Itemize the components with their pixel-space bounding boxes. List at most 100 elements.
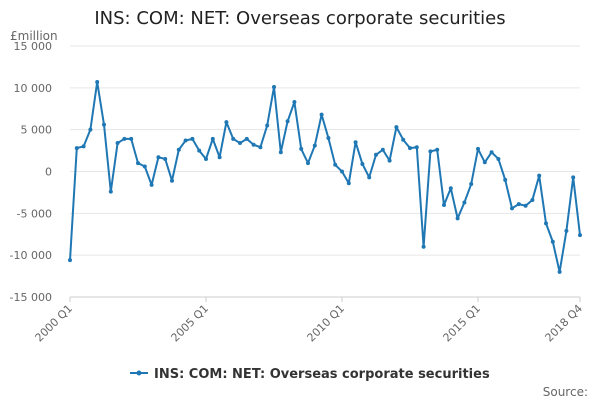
data-point[interactable] <box>462 200 467 205</box>
data-point[interactable] <box>530 197 535 202</box>
legend-marker <box>136 370 142 376</box>
data-point[interactable] <box>217 155 222 160</box>
data-point[interactable] <box>346 181 351 186</box>
data-point[interactable] <box>102 122 106 127</box>
data-point[interactable] <box>238 141 242 146</box>
data-point[interactable] <box>210 136 215 141</box>
data-point[interactable] <box>224 120 229 125</box>
source-label: Source: <box>543 385 588 399</box>
data-point[interactable] <box>394 125 399 130</box>
y-tick-label: -5 000 <box>17 207 52 220</box>
data-point[interactable] <box>312 143 317 148</box>
data-series <box>68 79 582 274</box>
data-point[interactable] <box>476 146 480 151</box>
data-point[interactable] <box>176 147 181 152</box>
data-point[interactable] <box>183 138 188 143</box>
data-point[interactable] <box>353 140 358 145</box>
data-point[interactable] <box>95 79 100 84</box>
y-tick-label: -10 000 <box>10 249 52 262</box>
data-point[interactable] <box>380 147 385 152</box>
data-point[interactable] <box>115 141 120 146</box>
data-point[interactable] <box>258 145 263 150</box>
data-point[interactable] <box>401 137 406 142</box>
data-point[interactable] <box>265 123 270 128</box>
data-point[interactable] <box>251 142 256 147</box>
y-tick-label: 10 000 <box>14 82 53 95</box>
legend[interactable]: INS: COM: NET: Overseas corporate securi… <box>130 367 490 382</box>
y-tick-label: 15 000 <box>14 40 53 53</box>
data-point[interactable] <box>197 148 202 153</box>
data-point[interactable] <box>414 145 419 150</box>
data-point[interactable] <box>142 164 147 169</box>
data-point[interactable] <box>489 150 494 155</box>
data-point[interactable] <box>360 161 365 166</box>
x-tick-label: 2005 Q1 <box>169 302 212 345</box>
data-point[interactable] <box>469 182 474 187</box>
data-point[interactable] <box>523 203 528 208</box>
data-point[interactable] <box>272 84 276 89</box>
data-point[interactable] <box>278 150 283 155</box>
data-point[interactable] <box>231 136 236 141</box>
data-point[interactable] <box>306 161 310 166</box>
x-tick-label: 2015 Q1 <box>441 302 484 345</box>
data-point[interactable] <box>571 175 576 180</box>
data-point[interactable] <box>408 146 412 151</box>
data-point[interactable] <box>578 233 582 238</box>
data-point[interactable] <box>550 239 555 244</box>
data-point[interactable] <box>448 186 453 191</box>
data-point[interactable] <box>496 156 501 161</box>
data-point[interactable] <box>170 178 174 183</box>
data-point[interactable] <box>564 228 569 233</box>
y-axis: 15 000 10 000 5 000 0 -5 000 -10 000 -15 000 <box>10 40 52 304</box>
y-tick-label: -15 000 <box>10 291 52 304</box>
data-point[interactable] <box>333 162 338 167</box>
data-point[interactable] <box>503 177 508 182</box>
y-axis-unit-label: £million <box>10 29 58 43</box>
data-point[interactable] <box>285 119 290 124</box>
data-point[interactable] <box>428 149 433 154</box>
data-point[interactable] <box>163 156 168 161</box>
data-point[interactable] <box>68 258 72 263</box>
chart-title: INS: COM: NET: Overseas corporate securi… <box>94 8 506 29</box>
data-point[interactable] <box>292 100 297 105</box>
data-point[interactable] <box>108 189 113 194</box>
data-point[interactable] <box>129 136 134 141</box>
data-point[interactable] <box>387 158 392 163</box>
data-point[interactable] <box>244 136 249 141</box>
data-point[interactable] <box>74 146 79 151</box>
data-point[interactable] <box>136 161 140 166</box>
series-line <box>69 80 581 273</box>
x-tick-label: 2000 Q1 <box>33 302 76 345</box>
data-point[interactable] <box>190 136 195 141</box>
x-tick-label: 2018 Q4 <box>543 302 586 345</box>
data-point[interactable] <box>544 221 548 226</box>
legend-label[interactable]: INS: COM: NET: Overseas corporate securi… <box>154 367 490 382</box>
data-point[interactable] <box>510 206 514 211</box>
y-tick-label: 0 <box>45 166 52 179</box>
data-point[interactable] <box>516 202 521 207</box>
data-point[interactable] <box>482 160 487 165</box>
data-point[interactable] <box>340 169 344 174</box>
data-point[interactable] <box>88 127 93 132</box>
data-point[interactable] <box>122 136 127 141</box>
data-point[interactable] <box>156 155 161 160</box>
data-point[interactable] <box>421 244 426 249</box>
data-point[interactable] <box>374 152 378 157</box>
y-tick-label: 5 000 <box>21 124 53 137</box>
x-tick-label: 2010 Q1 <box>305 302 348 345</box>
data-point[interactable] <box>326 136 331 141</box>
data-point[interactable] <box>319 112 324 117</box>
data-point[interactable] <box>149 182 154 187</box>
data-point[interactable] <box>299 146 304 151</box>
data-point[interactable] <box>442 202 446 207</box>
x-axis: 2000 Q1 2005 Q1 2010 Q1 2015 Q1 2018 Q4 <box>33 296 586 345</box>
data-point[interactable] <box>367 175 372 180</box>
data-point[interactable] <box>204 156 208 161</box>
data-point[interactable] <box>557 269 562 274</box>
data-point[interactable] <box>435 147 440 152</box>
data-point[interactable] <box>455 216 460 221</box>
data-point[interactable] <box>81 144 86 149</box>
data-point[interactable] <box>537 173 542 178</box>
gridlines <box>70 45 580 256</box>
